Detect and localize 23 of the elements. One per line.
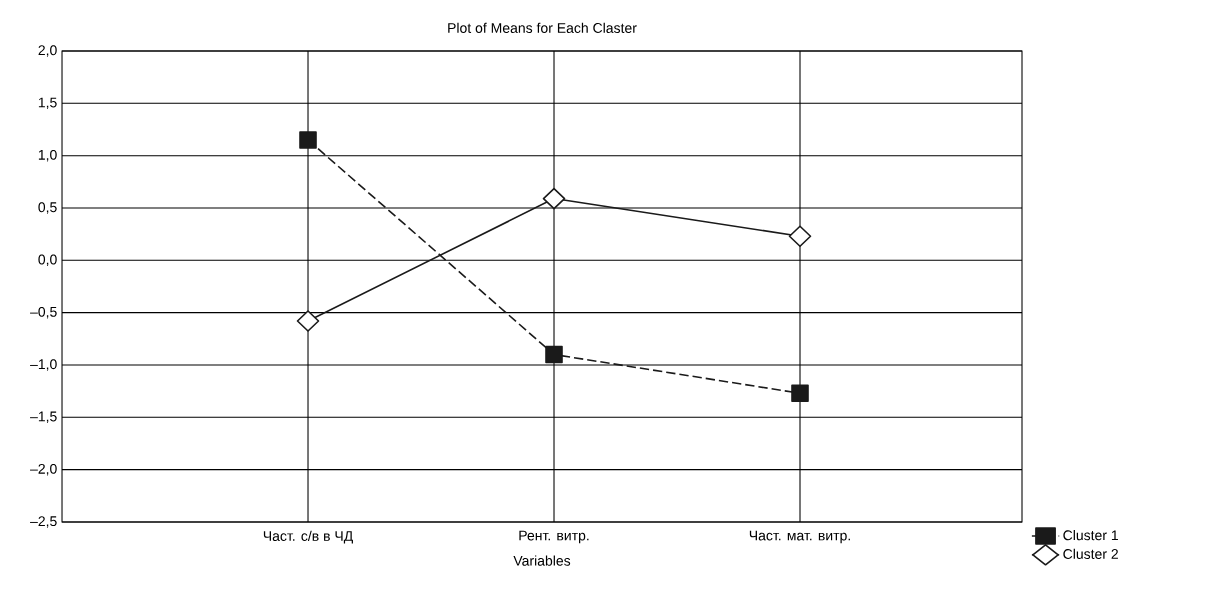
point <box>545 345 563 364</box>
y-tick-label: –1,5 <box>30 411 57 424</box>
x-tick-label: Рент. витр. <box>519 530 589 544</box>
legend-label: Cluster 2 <box>1063 548 1118 559</box>
point <box>299 131 317 149</box>
chart-title: Plot of Means for Each Claster <box>448 22 637 33</box>
y-tick-label: 2,0 <box>38 45 57 57</box>
point <box>542 187 566 210</box>
y-tick-label: 0,5 <box>38 202 57 214</box>
x-tick-label: Част. с/в в ЧД <box>263 530 353 544</box>
point <box>788 225 812 248</box>
y-tick-label: 1,5 <box>38 97 57 110</box>
y-tick-label: –0,5 <box>30 306 57 319</box>
y-tick-label: –1,0 <box>30 359 57 371</box>
y-tick-label: –2,5 <box>30 516 57 528</box>
y-tick-label: –2,0 <box>30 463 57 476</box>
point <box>296 310 320 332</box>
y-tick-label: 1,0 <box>38 149 57 162</box>
point <box>791 384 809 403</box>
x-axis-title: Variables <box>513 555 571 566</box>
y-tick-label: 0,0 <box>38 254 57 267</box>
x-tick-label: Част. мат. витр. <box>749 530 850 544</box>
legend-label: Cluster 1 <box>1063 529 1118 541</box>
